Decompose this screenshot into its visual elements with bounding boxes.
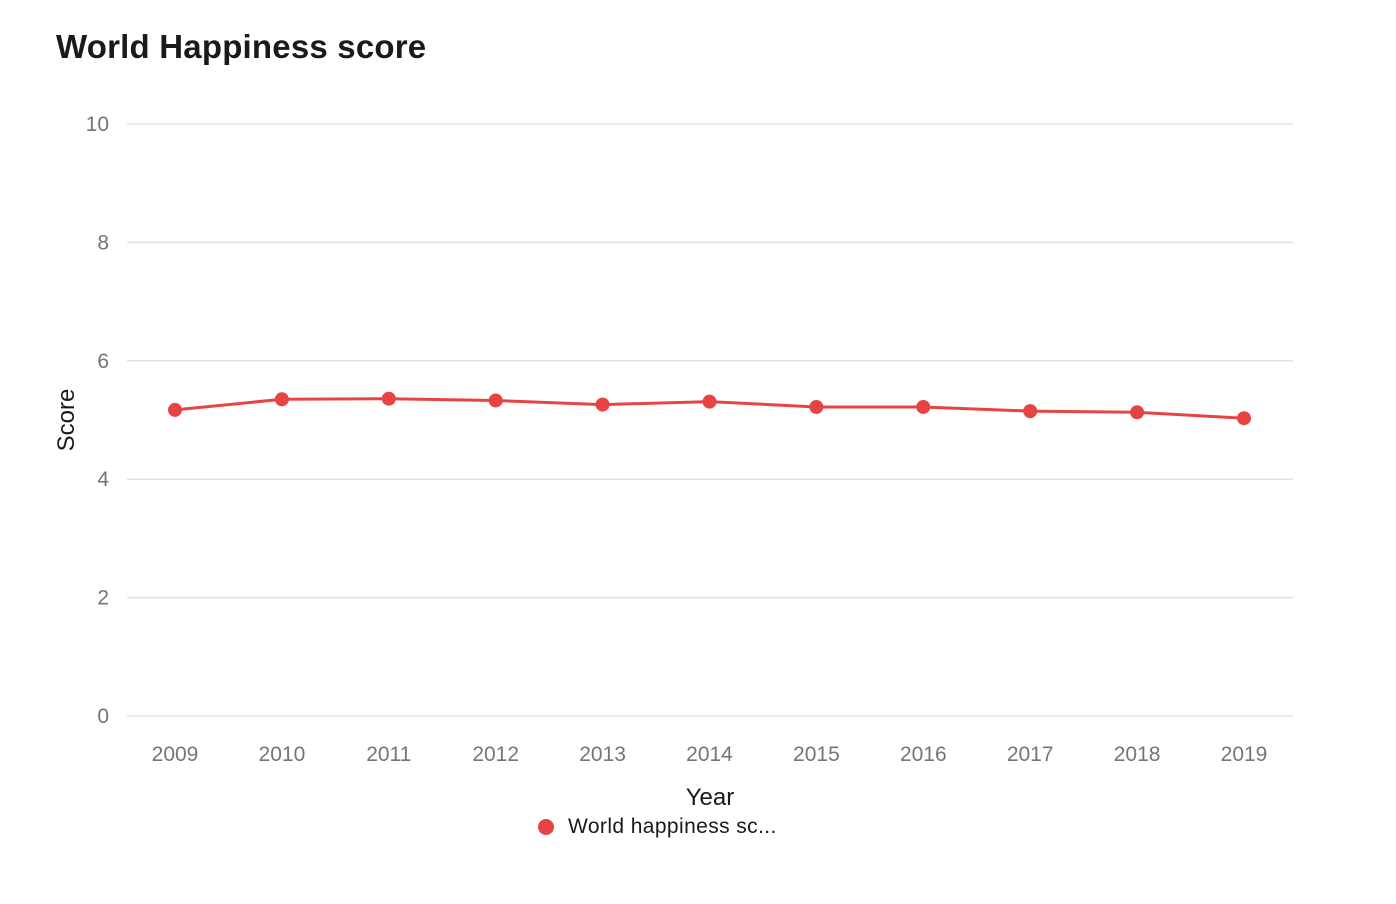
series-group bbox=[168, 391, 1251, 426]
y-axis-title: Score bbox=[53, 389, 80, 452]
x-tick-label: 2015 bbox=[793, 743, 840, 766]
x-tick-label: 2017 bbox=[1007, 743, 1054, 766]
x-tick-label: 2011 bbox=[366, 743, 411, 766]
x-tick-label: 2014 bbox=[686, 743, 733, 766]
x-tick-label: 2019 bbox=[1221, 743, 1268, 766]
x-tick-label: 2013 bbox=[579, 743, 626, 766]
data-point-2014[interactable] bbox=[702, 394, 717, 409]
y-tick-label: 0 bbox=[97, 705, 109, 728]
y-axis-ticks: 0 2 4 6 8 10 bbox=[86, 113, 110, 728]
x-tick-label: 2012 bbox=[472, 743, 519, 766]
x-axis-ticks: 2009 2010 2011 2012 2013 2014 2015 2016 2017 2018… bbox=[152, 743, 1268, 766]
y-tick-label: 6 bbox=[97, 350, 109, 373]
x-axis-title: Year bbox=[686, 784, 735, 811]
data-point-2019[interactable] bbox=[1237, 411, 1251, 426]
y-tick-label: 10 bbox=[86, 113, 109, 136]
x-tick-label: 2018 bbox=[1114, 743, 1161, 766]
x-tick-label: 2009 bbox=[152, 743, 199, 766]
legend-label: World happiness sc... bbox=[568, 815, 777, 838]
legend-swatch bbox=[538, 819, 554, 835]
data-point-2009[interactable] bbox=[168, 402, 182, 417]
gridlines bbox=[127, 123, 1293, 717]
data-point-2013[interactable] bbox=[595, 397, 610, 412]
y-tick-label: 8 bbox=[97, 231, 109, 254]
chart-title: World Happiness score bbox=[56, 28, 427, 65]
x-tick-label: 2010 bbox=[259, 743, 306, 766]
data-point-2012[interactable] bbox=[488, 393, 503, 408]
data-point-2015[interactable] bbox=[809, 399, 824, 414]
data-point-2010[interactable] bbox=[274, 392, 289, 407]
legend[interactable]: World happiness sc... bbox=[538, 815, 777, 839]
y-tick-label: 2 bbox=[97, 587, 109, 610]
x-tick-label: 2016 bbox=[900, 743, 947, 766]
data-point-2016[interactable] bbox=[916, 399, 931, 414]
data-point-2017[interactable] bbox=[1023, 404, 1038, 419]
data-point-2011[interactable] bbox=[381, 391, 396, 406]
y-tick-label: 4 bbox=[97, 468, 109, 491]
data-point-2018[interactable] bbox=[1130, 405, 1145, 420]
